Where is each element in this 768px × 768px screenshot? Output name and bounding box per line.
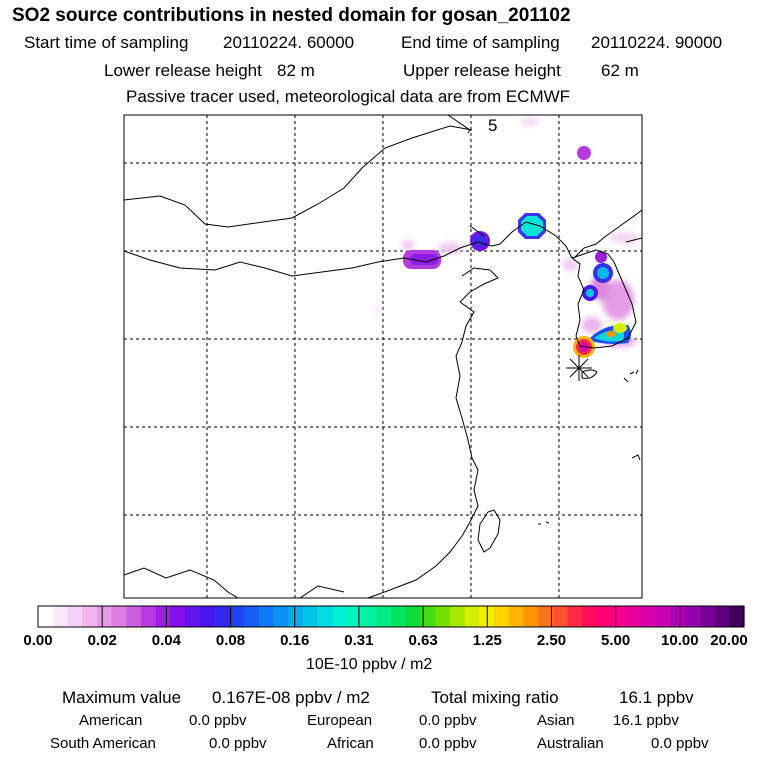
- total-mixing-label: Total mixing ratio: [431, 688, 559, 707]
- region-name-asian: Asian: [537, 712, 575, 729]
- lower-height-value: 82 m: [277, 61, 315, 80]
- colorbar-tick-label: 0.63: [408, 632, 438, 649]
- colorbar-tick-label: 0.16: [280, 632, 310, 649]
- total-mixing-value: 16.1 ppbv: [619, 688, 694, 707]
- lower-height-label: Lower release height: [104, 61, 262, 80]
- colorbar-tick-label: 5.00: [600, 632, 631, 649]
- upper-height-value: 62 m: [601, 61, 639, 80]
- start-time-label: Start time of sampling: [24, 33, 189, 52]
- start-time-value: 20110224. 60000: [223, 33, 355, 52]
- chart-title: SO2 source contributions in nested domai…: [12, 5, 571, 26]
- colorbar-unit: 10E-10 ppbv / m2: [306, 656, 433, 673]
- colorbar-tick-label: 0.08: [215, 632, 246, 649]
- region-name-african: African: [327, 735, 374, 752]
- colorbar-tick-label: 2.50: [536, 632, 567, 649]
- upper-height-label: Upper release height: [403, 61, 561, 80]
- max-value-label: Maximum value: [62, 688, 182, 707]
- colorbar-tick-label: 10.00: [661, 632, 699, 649]
- colorbar-tick-label: 0.02: [87, 632, 117, 649]
- panel-label: 5: [488, 116, 498, 135]
- coastlines: [124, 115, 642, 598]
- region-name-south-american: South American: [50, 735, 156, 752]
- region-name-australian: Australian: [537, 735, 604, 752]
- colorbar-tick-label: 0.04: [151, 632, 181, 649]
- tracer-note: Passive tracer used, meteorological data…: [126, 87, 571, 106]
- tracer-plumes: [403, 146, 631, 358]
- region-name-european: European: [307, 712, 373, 729]
- end-time-value: 20110224. 90000: [591, 33, 723, 52]
- map-gridlines: [124, 115, 642, 598]
- colorbar-tick-label: 0.31: [344, 632, 374, 649]
- region-value-american: 0.0 ppbv: [189, 712, 247, 729]
- colorbar-tick-label: 20.00: [710, 632, 748, 649]
- region-value-south-american: 0.0 ppbv: [209, 735, 267, 752]
- region-value-asian: 16.1 ppbv: [613, 712, 679, 729]
- map-plot: [123, 114, 643, 599]
- colorbar-tick-label: 0.00: [23, 632, 53, 649]
- max-value: 0.167E-08 ppbv / m2: [212, 688, 370, 707]
- receptor-marker: [566, 355, 592, 381]
- region-value-african: 0.0 ppbv: [419, 735, 477, 752]
- region-name-american: American: [79, 712, 143, 729]
- colorbar-tick-label: 1.25: [472, 632, 502, 649]
- map-frame: [123, 114, 643, 599]
- region-value-australian: 0.0 ppbv: [651, 735, 709, 752]
- end-time-label: End time of sampling: [401, 33, 560, 52]
- region-value-european: 0.0 ppbv: [419, 712, 477, 729]
